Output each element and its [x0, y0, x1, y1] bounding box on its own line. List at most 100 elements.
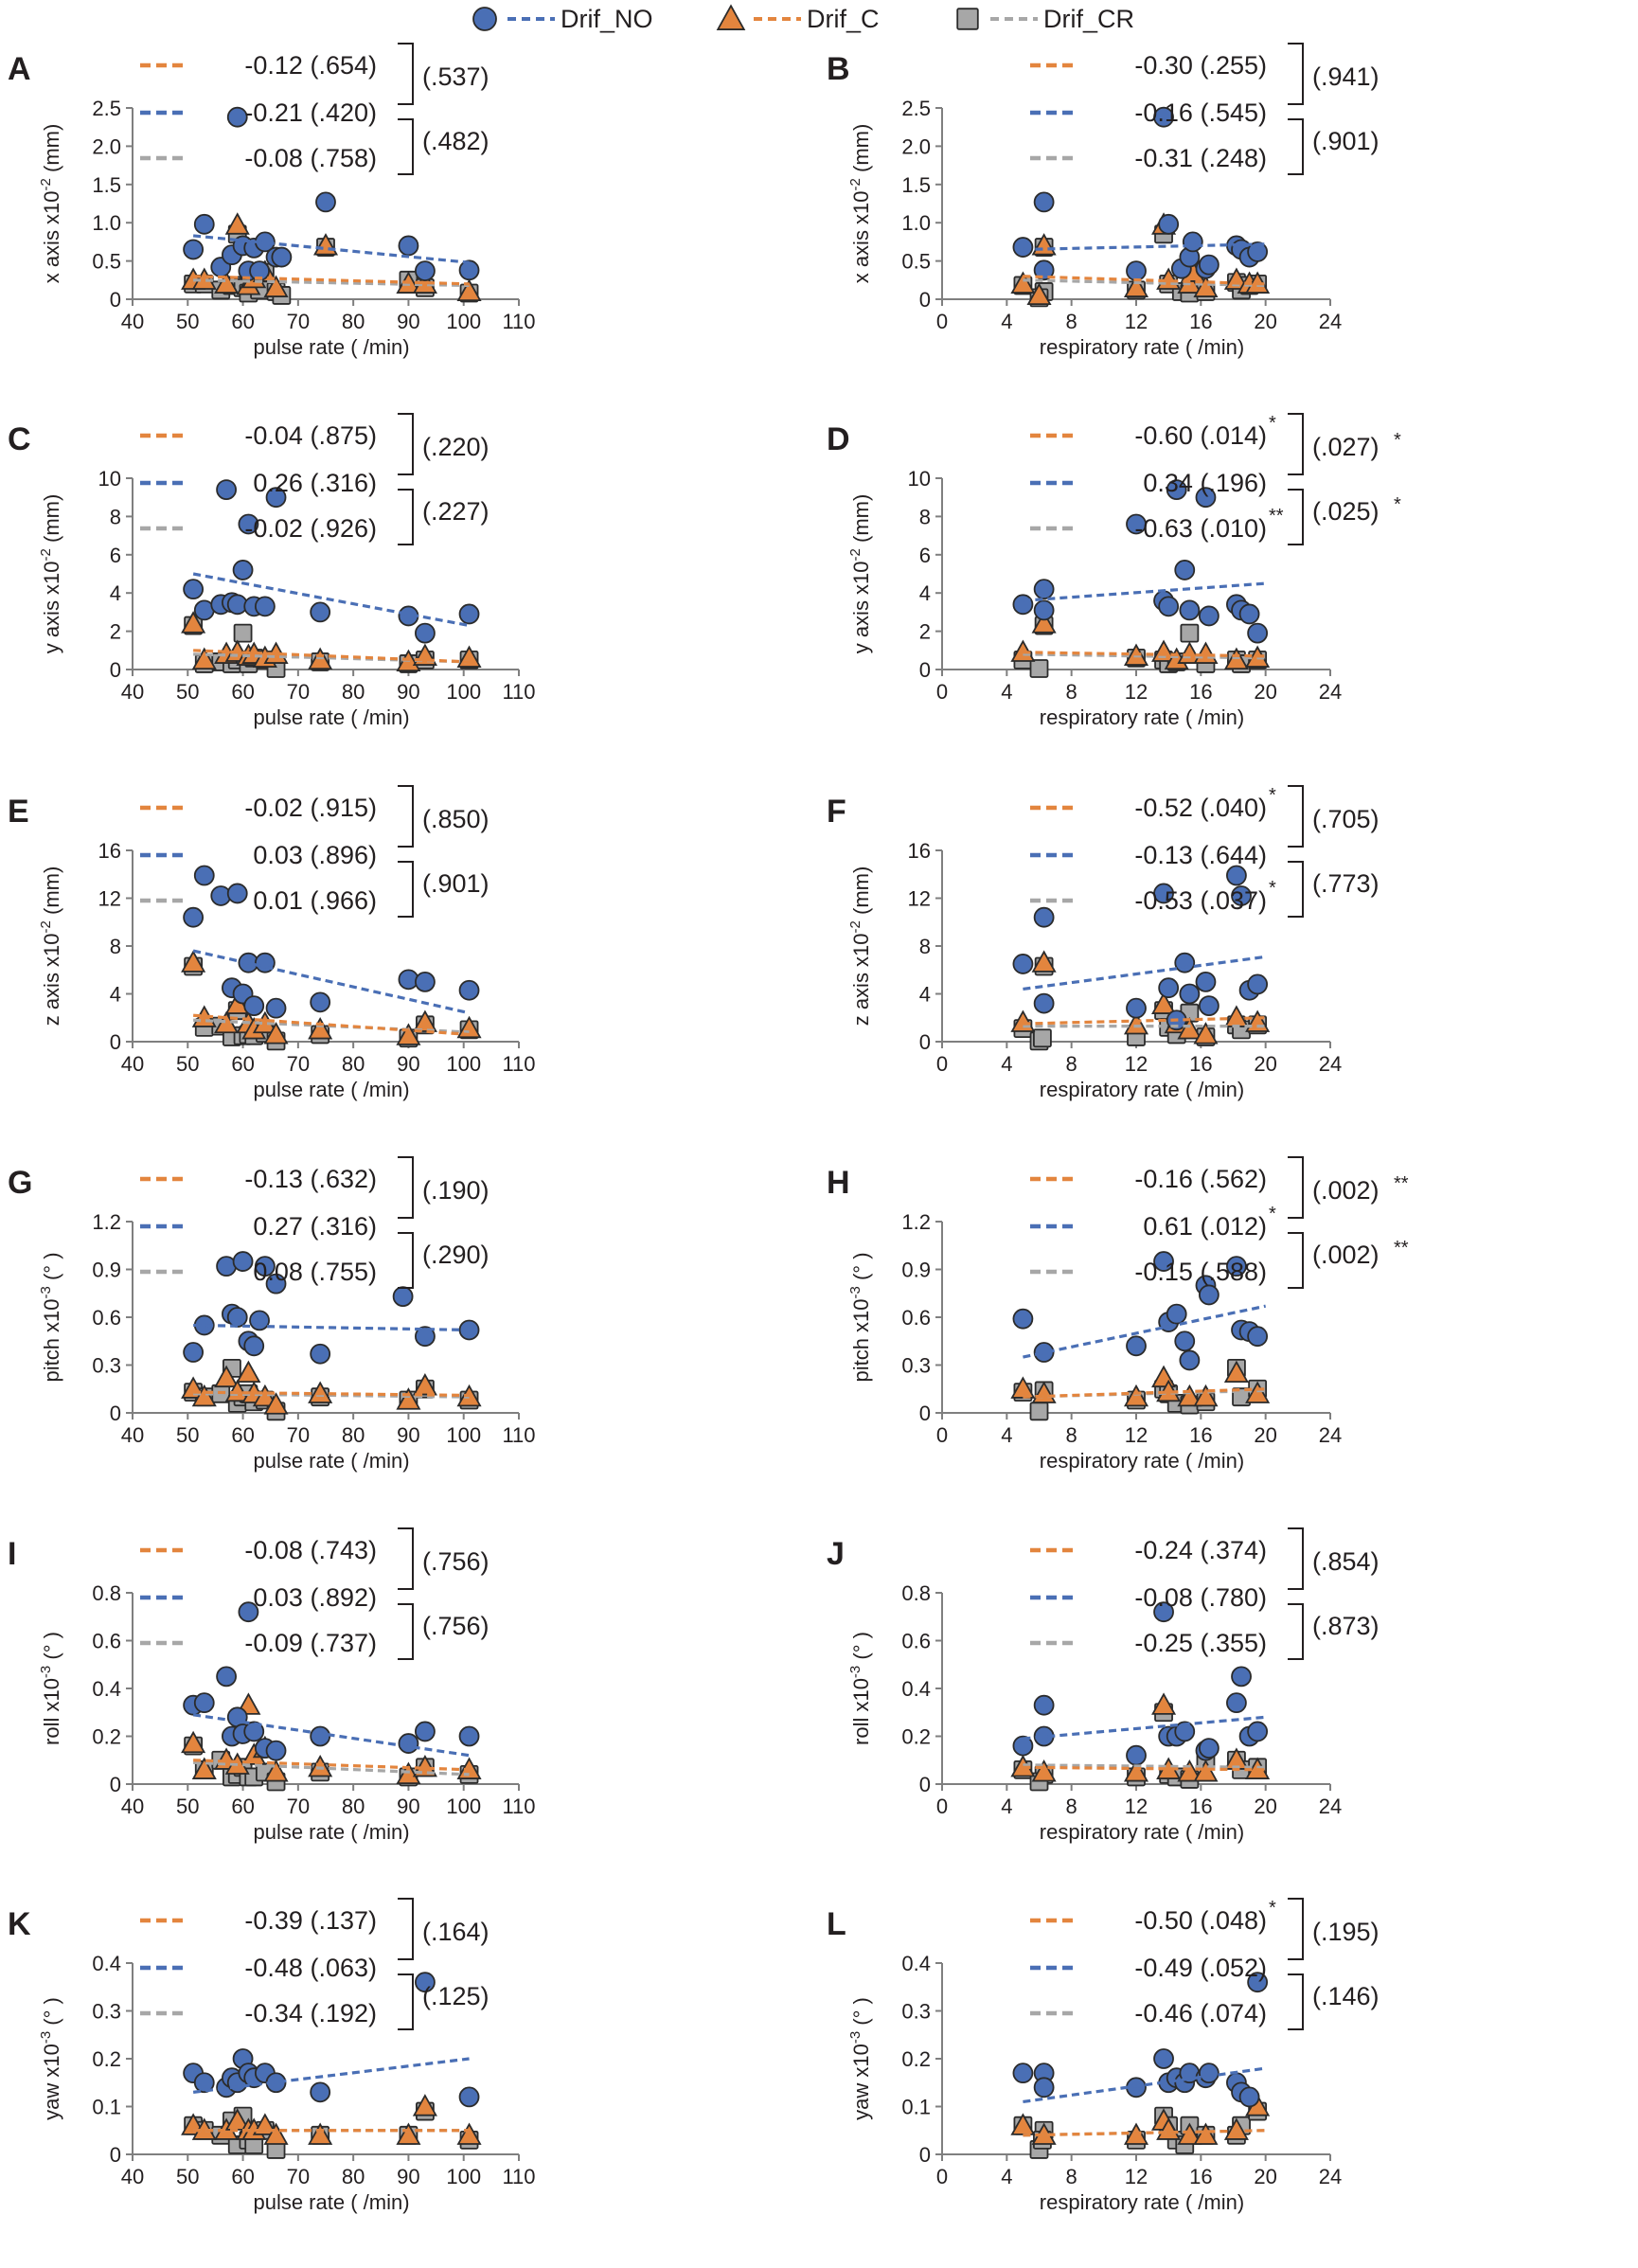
- data-point-no: [1198, 2063, 1220, 2084]
- y-tick-label: 10: [908, 467, 931, 491]
- x-tick-label: 24: [1319, 680, 1342, 704]
- data-point-no: [265, 997, 287, 1019]
- y-tick-label: 6: [919, 544, 931, 567]
- data-point-no: [1033, 906, 1055, 928]
- x-tick-label: 110: [502, 1052, 535, 1076]
- data-point-no: [1174, 560, 1196, 580]
- y-tick-label: 6: [110, 544, 121, 567]
- panel-letter: E: [8, 794, 29, 830]
- stat-text: -0.04 (.875): [244, 421, 377, 450]
- y-tick-label: 2.0: [92, 134, 121, 158]
- trend-line-no: [192, 234, 470, 264]
- comparison-p-value: (.854): [1312, 1547, 1380, 1576]
- stat-text: -0.16 (.545): [1134, 98, 1267, 127]
- data-point-no: [1174, 1721, 1196, 1742]
- data-point-no: [398, 235, 419, 257]
- trend-line-cr: [193, 1760, 470, 1777]
- x-tick-label: 110: [502, 1423, 535, 1447]
- y-tick-label: 16: [98, 839, 121, 863]
- stat-text: -0.49 (.052): [1134, 1954, 1267, 1982]
- x-tick-label: 50: [176, 2165, 199, 2188]
- comparison-p-value: (.901): [422, 869, 490, 898]
- comparison-bracket: [398, 1603, 414, 1660]
- y-tick-label: 1.0: [901, 211, 931, 235]
- x-tick-label: 100: [446, 1423, 481, 1447]
- data-point-c: [1193, 641, 1219, 664]
- y-tick-label: 0.4: [92, 1952, 121, 1975]
- x-tick-label: 20: [1254, 680, 1276, 704]
- comparison-bracket: [1288, 1973, 1304, 2030]
- comparison-p-value: (.227): [422, 497, 490, 526]
- significance-star: *: [1269, 413, 1276, 434]
- data-point-no: [1226, 1256, 1247, 1277]
- comparison-bracket: [398, 1156, 414, 1219]
- data-point-no: [398, 1733, 419, 1754]
- legend-label: Drif_C: [807, 5, 880, 33]
- y-tick-label: 0: [919, 1402, 931, 1425]
- data-point-c: [308, 1017, 333, 1040]
- y-tick-label: 0.6: [92, 1630, 121, 1653]
- x-tick-label: 24: [1319, 2165, 1342, 2188]
- data-point-no: [193, 2072, 215, 2094]
- data-point-no: [1198, 1284, 1220, 1306]
- data-point-no: [216, 1666, 237, 1688]
- y-tick-label: 8: [110, 505, 121, 528]
- trend-line-no: [1023, 242, 1266, 252]
- x-tick-label: 70: [287, 1423, 310, 1447]
- data-point-no: [1238, 2086, 1260, 2108]
- stat-text: 0.03 (.892): [253, 1583, 377, 1612]
- comparison-p-value: (.146): [1312, 1982, 1380, 2010]
- comparison-bracket: [1288, 489, 1304, 545]
- y-axis-label: y axis x10-2 (mm): [847, 494, 873, 654]
- y-tick-label: 4: [919, 581, 931, 605]
- data-point-c: [181, 1730, 206, 1754]
- x-axis-label: pulse rate ( /min): [253, 335, 409, 359]
- y-tick-label: 0.3: [901, 1354, 931, 1378]
- y-tick-label: 4: [110, 983, 121, 1007]
- y-tick-label: 0: [919, 1030, 931, 1054]
- data-point-c: [1123, 275, 1149, 297]
- x-tick-label: 16: [1189, 1795, 1212, 1818]
- data-point-no: [1198, 995, 1220, 1017]
- panel-letter: B: [827, 51, 850, 87]
- y-tick-label: 1.0: [92, 211, 121, 235]
- panel-letter: I: [8, 1536, 16, 1572]
- data-point-no: [1012, 594, 1034, 616]
- trend-line-no: [192, 572, 470, 628]
- x-tick-label: 70: [287, 2165, 310, 2188]
- significance-star: *: [1269, 785, 1276, 806]
- data-point-no: [254, 1256, 276, 1277]
- data-point-no: [310, 1343, 331, 1365]
- x-tick-label: 70: [287, 1052, 310, 1076]
- panel-E: E 0 4 8 12 16 40 50 60 70 80 90 100 110 pulse rate ( /…: [8, 785, 536, 1101]
- comparison-p-value: (.482): [422, 127, 490, 155]
- comparison-p-value: (.941): [1312, 63, 1380, 91]
- comparison-p-value: (.756): [422, 1612, 490, 1640]
- y-tick-label: 0: [919, 288, 931, 312]
- stat-text: -0.13 (.632): [244, 1165, 377, 1193]
- x-tick-label: 90: [397, 680, 419, 704]
- x-tick-label: 0: [936, 2165, 948, 2188]
- y-tick-label: 0: [110, 2143, 121, 2167]
- y-tick-label: 0.4: [901, 1952, 931, 1975]
- comparison-bracket: [1288, 1898, 1304, 1960]
- data-point-no: [458, 1319, 480, 1341]
- comparison-bracket: [1288, 413, 1304, 475]
- y-tick-label: 16: [908, 839, 931, 863]
- data-point-no: [1247, 1326, 1269, 1348]
- x-tick-label: 80: [342, 680, 365, 704]
- x-tick-label: 70: [287, 680, 310, 704]
- trend-line-cr: [1023, 652, 1266, 660]
- data-point-c: [263, 2122, 289, 2145]
- x-tick-label: 8: [1066, 1795, 1077, 1818]
- comparison-bracket: [398, 1973, 414, 2030]
- comparison-p-value: (.901): [1312, 127, 1380, 155]
- comparison-p-value: (.705): [1312, 805, 1380, 833]
- trend-line-cr: [1023, 278, 1266, 288]
- y-tick-label: 2: [919, 620, 931, 644]
- x-tick-label: 4: [1001, 2165, 1012, 2188]
- panel-F: F 0 4 8 12 16 0 4 8 12 16 20 24 respiratory rate ( /m…: [827, 785, 1380, 1101]
- x-tick-label: 0: [936, 1795, 948, 1818]
- data-point-no: [1126, 513, 1147, 535]
